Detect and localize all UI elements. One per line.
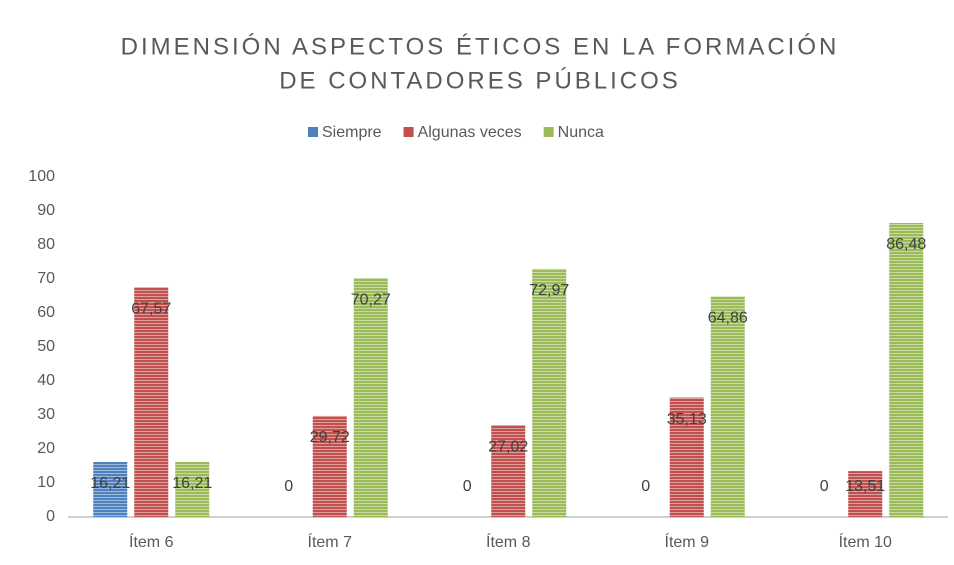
y-tick-label: 10 <box>37 474 55 491</box>
x-tick-label: Ítem 6 <box>129 532 174 551</box>
legend-swatch <box>543 127 554 137</box>
legend-label: Nunca <box>558 124 604 141</box>
bar <box>175 461 210 517</box>
data-label: 86,48 <box>886 236 926 253</box>
legend-swatch <box>403 127 414 137</box>
y-tick-label: 80 <box>37 236 55 253</box>
x-tick-label: Ítem 7 <box>308 532 353 551</box>
y-tick-label: 90 <box>37 202 55 219</box>
bar <box>889 222 924 517</box>
x-tick-label: Ítem 8 <box>486 532 531 551</box>
bar <box>353 278 388 517</box>
x-tick-label: Ítem 10 <box>839 532 892 551</box>
y-tick-label: 60 <box>37 304 55 321</box>
chart-title: DIMENSIÓN ASPECTOS ÉTICOS EN LA FORMACIÓ… <box>121 33 840 60</box>
chart-title: DE CONTADORES PÚBLICOS <box>279 67 681 94</box>
data-label: 27,02 <box>488 438 528 455</box>
y-tick-label: 50 <box>37 338 55 355</box>
y-tick-label: 30 <box>37 406 55 423</box>
data-label: 29,72 <box>310 429 350 446</box>
bar <box>710 296 745 517</box>
bar <box>93 461 128 517</box>
data-label: 16,21 <box>172 475 212 492</box>
legend-swatch <box>308 127 318 137</box>
data-label: 0 <box>641 478 650 495</box>
bar <box>134 287 169 517</box>
y-tick-label: 20 <box>37 440 55 457</box>
data-label: 35,13 <box>667 411 707 428</box>
bar <box>669 397 704 517</box>
bar <box>491 425 526 517</box>
y-tick-label: 40 <box>37 372 55 389</box>
bar <box>312 415 347 517</box>
data-label: 0 <box>820 478 829 495</box>
data-label: 16,21 <box>90 475 130 492</box>
data-label: 13,51 <box>845 478 885 495</box>
data-label: 67,57 <box>131 300 171 317</box>
bar <box>532 268 567 517</box>
data-label: 70,27 <box>351 291 391 308</box>
legend-label: Algunas veces <box>418 124 522 141</box>
legend-label: Siempre <box>322 124 382 141</box>
y-tick-label: 100 <box>28 168 55 185</box>
x-tick-label: Ítem 9 <box>665 532 710 551</box>
y-tick-label: 70 <box>37 270 55 287</box>
data-label: 0 <box>284 478 293 495</box>
bar <box>848 471 883 517</box>
data-label: 72,97 <box>529 282 569 299</box>
data-label: 64,86 <box>708 310 748 327</box>
data-label: 0 <box>463 478 472 495</box>
y-tick-label: 0 <box>46 508 55 525</box>
